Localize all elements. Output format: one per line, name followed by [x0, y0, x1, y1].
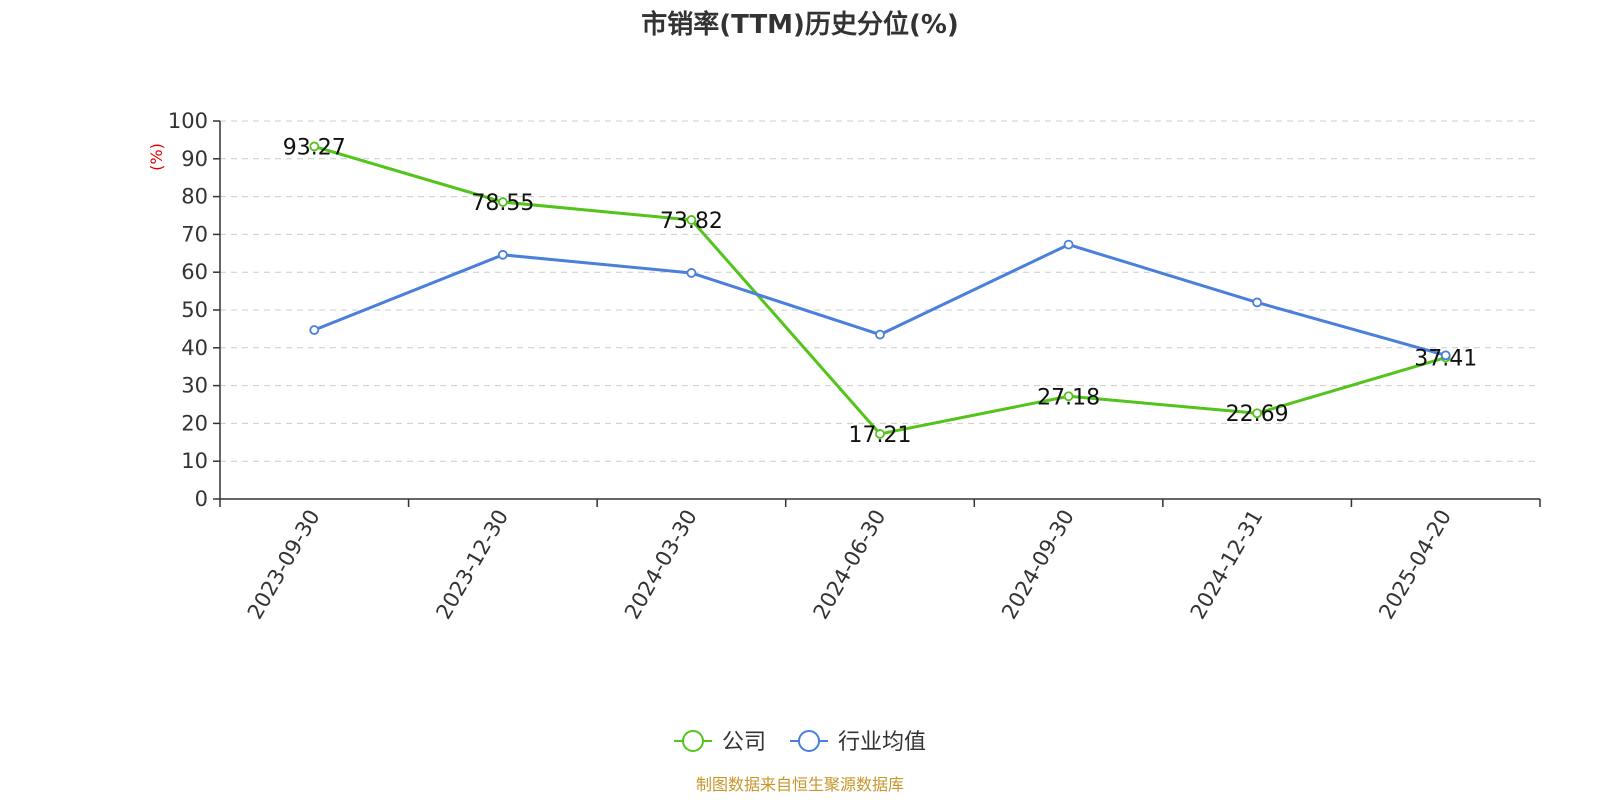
data-label: 22.69: [1226, 402, 1289, 427]
y-tick-label: 60: [181, 260, 208, 284]
x-axis: 2023-09-30 2023-12-30 2024-03-30 2024-06-30…: [219, 498, 1541, 624]
data-point: [309, 141, 320, 152]
series-line-0: [313, 145, 1447, 436]
data-point: [1440, 350, 1451, 361]
y-tick-label: 100: [168, 109, 208, 133]
y-tick-label: 20: [181, 411, 208, 435]
data-point: [1252, 297, 1263, 308]
y-tick-label: 90: [181, 147, 208, 171]
data-label: 93.27: [283, 135, 346, 160]
legend-label: 行业均值: [838, 730, 926, 755]
chart-title: 市销率(TTM)历史分位(%): [641, 9, 959, 40]
grid-lines: [220, 120, 1540, 462]
y-tick-label: 40: [181, 336, 208, 360]
x-tick-label: 2024-12-31: [1186, 506, 1268, 624]
x-tick-label: 2024-03-30: [620, 506, 702, 624]
data-point: [309, 325, 320, 335]
legend-circle-icon: [681, 730, 704, 752]
legend-item-0[interactable]: 公司: [673, 730, 766, 755]
data-point: [497, 197, 508, 207]
source-note: 制图数据来自恒生聚源数据库: [696, 775, 904, 794]
data-point: [1063, 239, 1074, 250]
series-group: [309, 141, 1451, 439]
data-point: [686, 268, 697, 278]
legend-item-1[interactable]: 行业均值: [790, 730, 926, 755]
y-tick-label: 30: [181, 374, 208, 398]
data-point: [875, 429, 885, 439]
data-point: [1063, 391, 1074, 402]
y-axis-unit: (%): [147, 143, 166, 171]
y-tick-label: 70: [181, 222, 208, 246]
x-tick-label: 2024-06-30: [809, 506, 891, 624]
x-tick-label: 2023-09-30: [243, 506, 325, 624]
y-tick-label: 0: [195, 487, 208, 511]
y-tick-label: 50: [181, 298, 208, 322]
y-tick-label: 10: [181, 449, 208, 473]
data-point: [686, 215, 697, 225]
x-tick-label: 2025-04-20: [1374, 506, 1456, 624]
legend-label: 公司: [722, 730, 766, 755]
legend[interactable]: 公司 行业均值: [673, 730, 926, 755]
legend-circle-icon: [798, 730, 820, 752]
data-label: 78.55: [471, 191, 534, 216]
data-label: 27.18: [1037, 385, 1100, 410]
data-point: [497, 249, 508, 260]
data-label: 73.82: [660, 209, 723, 234]
data-labels: 93.27 78.55 73.82 17.21 27.18 22.69 37.41: [283, 135, 1477, 448]
x-tick-label: 2024-09-30: [997, 506, 1079, 624]
data-point: [875, 329, 885, 340]
y-tick-label: 80: [181, 185, 208, 209]
data-point: [1252, 408, 1263, 419]
x-tick-label: 2023-12-30: [431, 506, 513, 624]
data-label: 17.21: [849, 423, 912, 448]
y-axis: 0 10 20 30 40 50 60 70 80 90 100: [168, 109, 221, 511]
data-label: 37.41: [1414, 347, 1477, 372]
